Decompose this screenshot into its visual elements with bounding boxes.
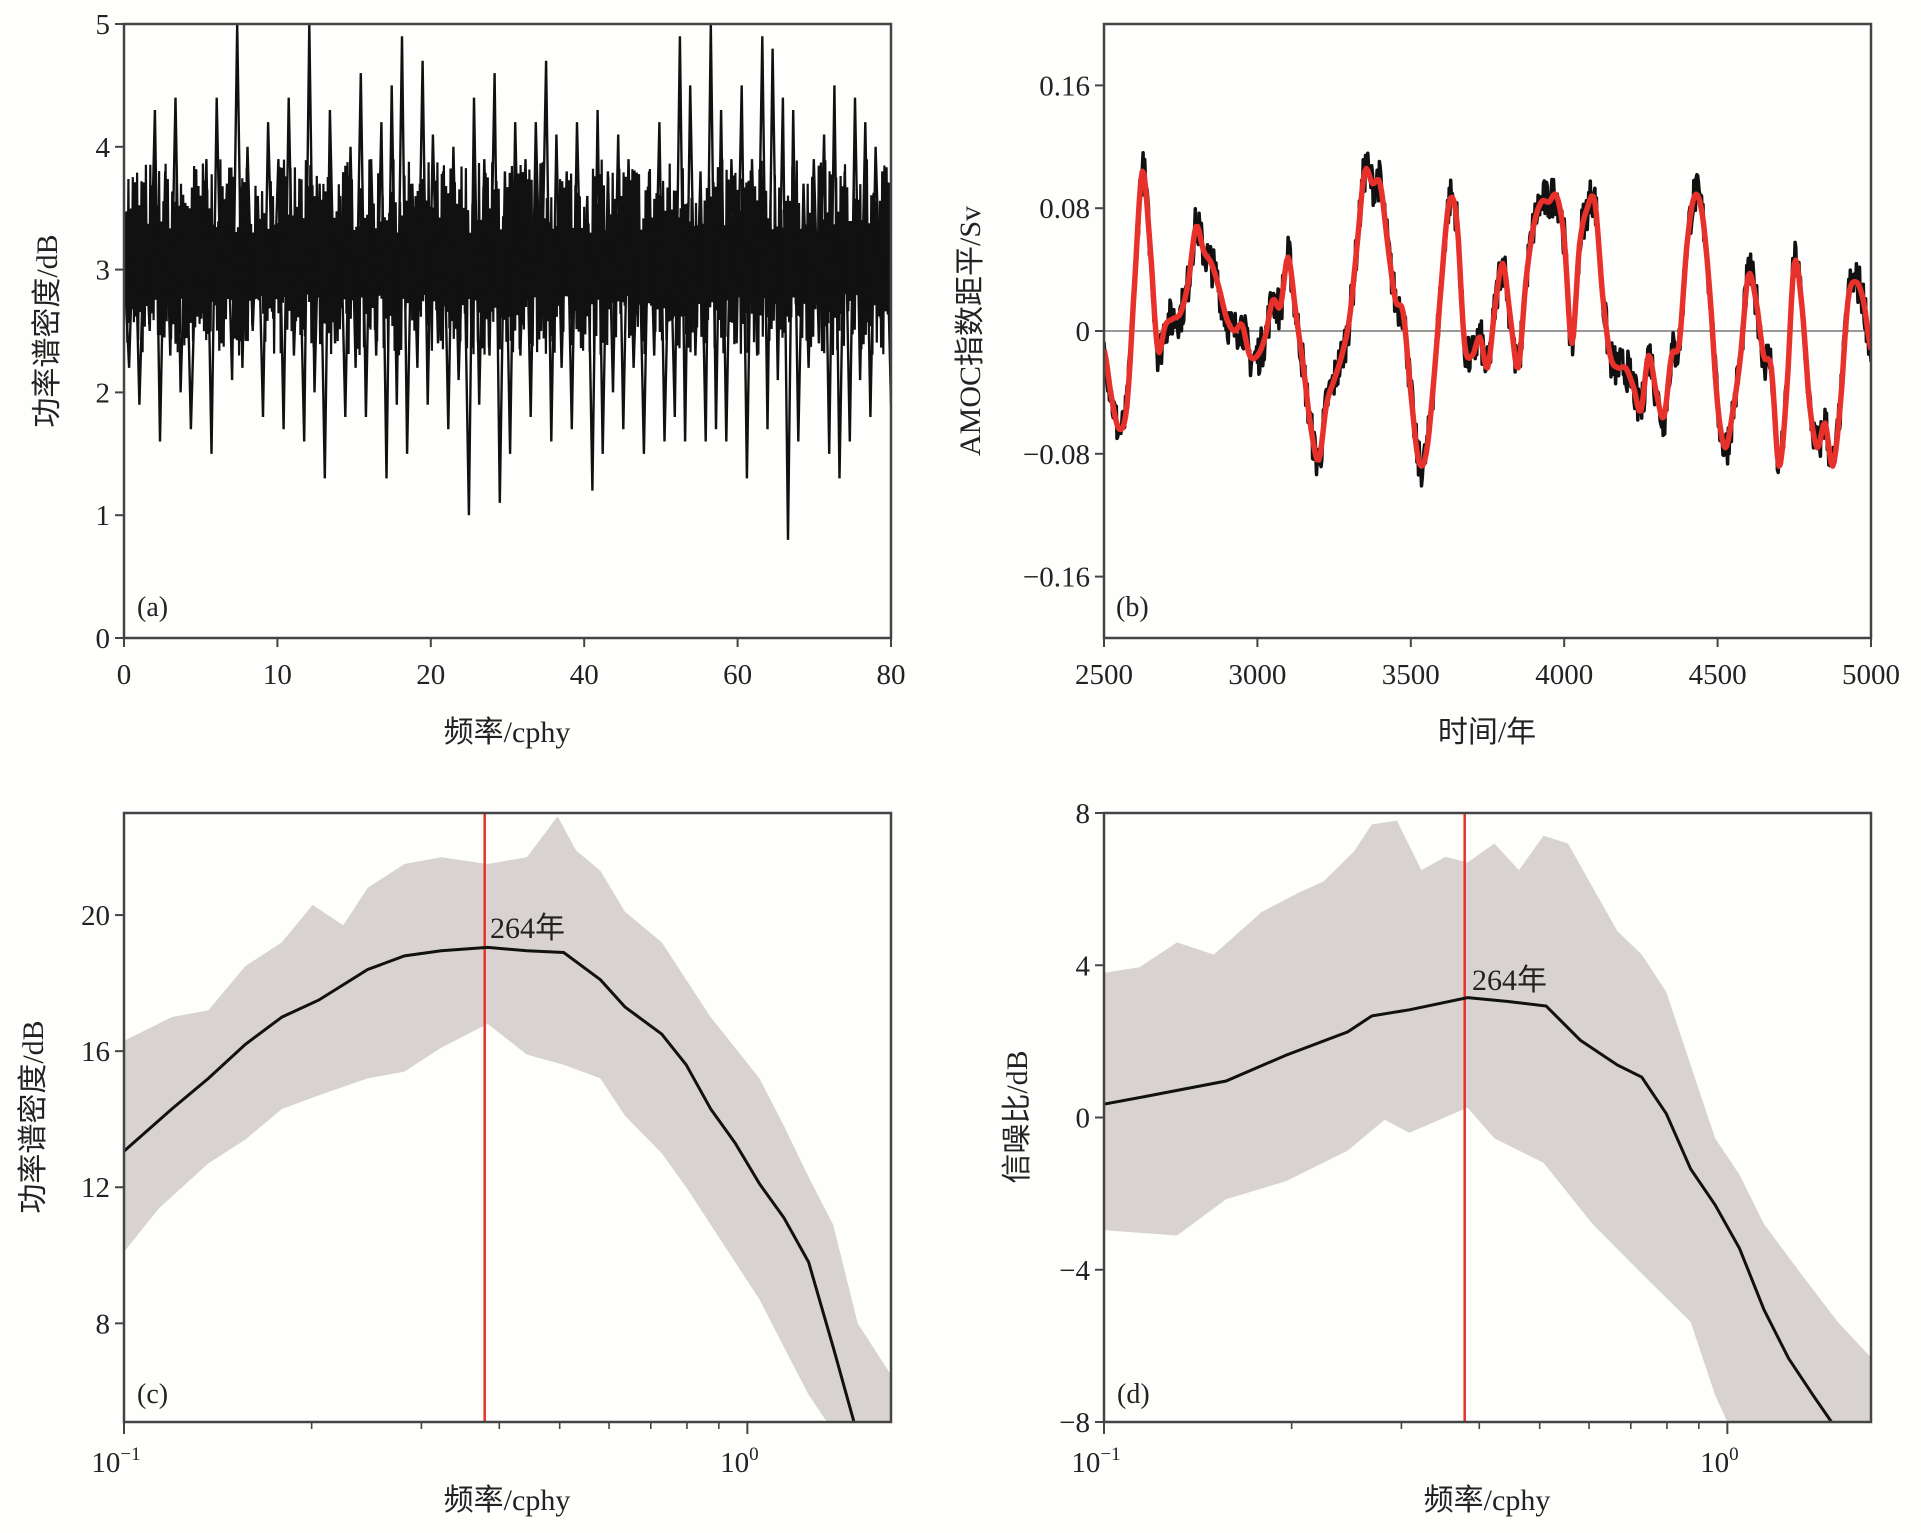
panel-a-ylabel: 功率谱密度/dB <box>31 234 64 427</box>
panel-d-plot <box>1104 813 1871 1422</box>
tick-exponent: 0 <box>1729 1444 1739 1465</box>
panel-c-ylabel: 功率谱密度/dB <box>17 1020 50 1213</box>
panel-c-ytick-label: 20 <box>81 900 110 932</box>
panel-b-xtick-label: 3000 <box>1228 659 1286 691</box>
panel-d-ytick-label: 8 <box>1076 798 1091 830</box>
panel-a-xtick-label: 10 <box>263 659 292 691</box>
panel-b-xtick-label: 2500 <box>1075 659 1133 691</box>
tick-exponent: −1 <box>120 1444 140 1465</box>
panel-a-xtick-label: 20 <box>416 659 445 691</box>
panel-c-peak-label: 264年 <box>490 912 565 945</box>
panel-d-ylabel: 信噪比/dB <box>1001 1050 1034 1183</box>
panel-b-ylabel: AMOC指数距平/Sv <box>954 206 987 456</box>
panel-a-label: (a) <box>137 592 168 623</box>
panel-a-ytick-label: 2 <box>96 377 111 409</box>
panel-b-ytick-label: 0 <box>1076 316 1091 348</box>
tick-exponent: 0 <box>749 1444 759 1465</box>
panel-a-xtick-label: 40 <box>570 659 599 691</box>
panel-b-xlabel: 时间/年 <box>1438 716 1536 749</box>
panel-b-ytick-label: 0.16 <box>1039 70 1090 102</box>
panel-c-xlabel: 频率/cphy <box>444 1484 571 1517</box>
panel-a-plot <box>124 24 891 540</box>
panel-c-frame <box>122 811 893 1424</box>
panel-a-ytick-label: 5 <box>96 9 111 41</box>
panel-a-xtick-label: 0 <box>117 659 132 691</box>
panel-b-frame <box>1102 22 1873 640</box>
panel-d-ytick-label: −8 <box>1059 1407 1090 1439</box>
panel-d-ytick-label: −4 <box>1059 1255 1090 1287</box>
panel-c-xtick-label: 10−1 <box>91 1444 140 1479</box>
panel-c-mean-line <box>124 945 856 1422</box>
panel-d-frame <box>1102 811 1873 1424</box>
panel-d-mean-line <box>1104 996 1833 1422</box>
panel-c-plot <box>124 813 891 1422</box>
panel-c-ytick-label: 12 <box>81 1172 110 1204</box>
panel-d-label: (d) <box>1117 1379 1150 1410</box>
panel-a-xlabel: 频率/cphy <box>444 716 571 749</box>
panel-a-spectrum-line <box>124 24 891 540</box>
panel-b-ytick-label: 0.08 <box>1039 193 1090 225</box>
panel-b-ytick-label: −0.08 <box>1023 439 1090 471</box>
panel-b-ytick-label: −0.16 <box>1023 562 1090 594</box>
panel-b-plot <box>1104 151 1871 488</box>
panel-a-ytick-label: 4 <box>96 132 111 164</box>
panel-b-label: (b) <box>1116 592 1149 623</box>
panel-b-smoothed-series <box>1104 165 1871 469</box>
panel-b-xtick-label: 3500 <box>1382 659 1440 691</box>
panel-b-xtick-label: 4500 <box>1689 659 1747 691</box>
panel-d-xlabel: 频率/cphy <box>1424 1484 1551 1517</box>
panel-d-ytick-label: 4 <box>1076 950 1091 982</box>
panel-d-confidence-band <box>1104 820 1871 1422</box>
panel-d-peak-label: 264年 <box>1472 964 1547 997</box>
panel-a-ytick-label: 3 <box>96 255 111 287</box>
panel-c-label: (c) <box>137 1379 168 1410</box>
panel-c-ytick-label: 8 <box>96 1308 111 1340</box>
panel-b-xtick-label: 4000 <box>1535 659 1593 691</box>
panel-d-ytick-label: 0 <box>1076 1103 1091 1135</box>
panel-a-ytick-label: 1 <box>96 500 111 532</box>
tick-exponent: −1 <box>1100 1444 1120 1465</box>
panel-a-frame <box>122 22 893 640</box>
panel-a-ytick-label: 0 <box>96 623 111 655</box>
panel-b-xtick-label: 5000 <box>1842 659 1900 691</box>
panel-a-xtick-label: 60 <box>723 659 752 691</box>
panel-a-xtick-label: 80 <box>877 659 906 691</box>
panel-c-ytick-label: 16 <box>81 1036 110 1068</box>
panel-c-confidence-band <box>124 816 891 1422</box>
